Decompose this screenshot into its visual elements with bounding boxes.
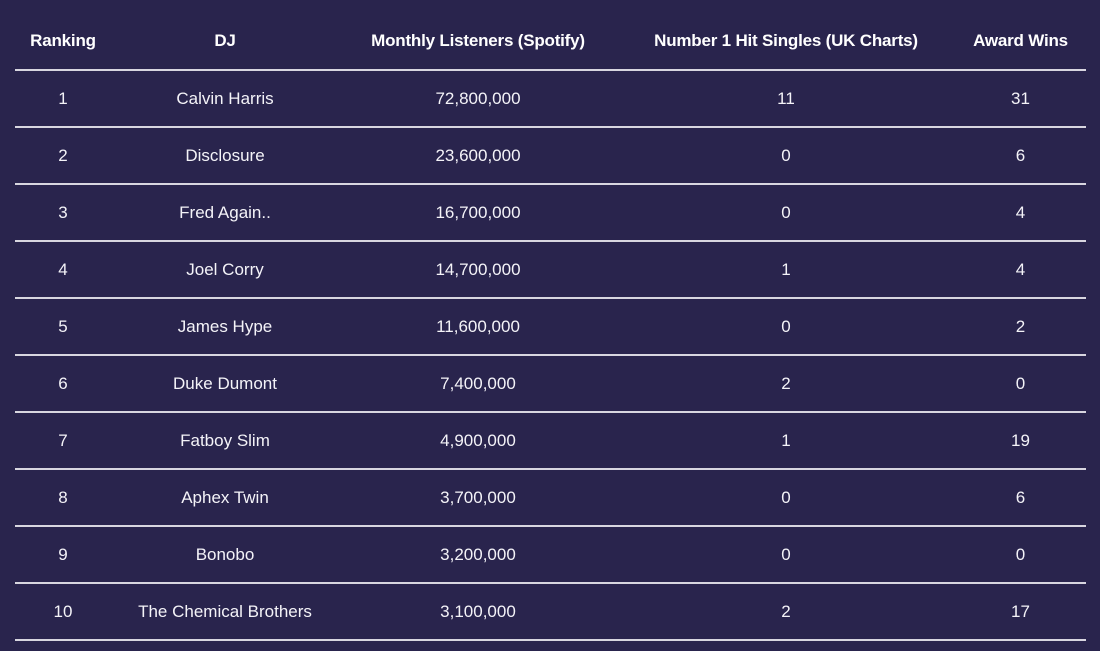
cell-number-1-hits: 0 [617,298,955,356]
cell-monthly-listeners: 14,700,000 [339,241,617,299]
header-monthly-listeners: Monthly Listeners (Spotify) [339,13,617,71]
cell-monthly-listeners: 72,800,000 [339,70,617,128]
cell-ranking: 1 [15,70,111,128]
cell-dj: Calvin Harris [111,70,339,128]
cell-dj: Aphex Twin [111,469,339,527]
dj-ranking-table-container: Ranking DJ Monthly Listeners (Spotify) N… [15,13,1086,641]
cell-award-wins: 19 [955,412,1086,470]
header-row: Ranking DJ Monthly Listeners (Spotify) N… [15,13,1086,71]
table-row: 5 James Hype 11,600,000 0 2 [15,298,1086,356]
cell-dj: Fred Again.. [111,184,339,242]
header-ranking: Ranking [15,13,111,71]
cell-award-wins: 31 [955,70,1086,128]
cell-dj: Bonobo [111,526,339,584]
cell-award-wins: 0 [955,526,1086,584]
cell-dj: Disclosure [111,127,339,185]
cell-number-1-hits: 0 [617,184,955,242]
header-number-1-hits: Number 1 Hit Singles (UK Charts) [617,13,955,71]
cell-dj: James Hype [111,298,339,356]
cell-monthly-listeners: 7,400,000 [339,355,617,413]
table-header: Ranking DJ Monthly Listeners (Spotify) N… [15,13,1086,71]
cell-award-wins: 17 [955,583,1086,641]
cell-number-1-hits: 2 [617,583,955,641]
header-dj: DJ [111,13,339,71]
cell-ranking: 5 [15,298,111,356]
cell-award-wins: 4 [955,184,1086,242]
table-row: 10 The Chemical Brothers 3,100,000 2 17 [15,583,1086,641]
cell-ranking: 7 [15,412,111,470]
cell-award-wins: 4 [955,241,1086,299]
cell-ranking: 4 [15,241,111,299]
table-row: 1 Calvin Harris 72,800,000 11 31 [15,70,1086,128]
cell-number-1-hits: 0 [617,526,955,584]
cell-ranking: 8 [15,469,111,527]
cell-dj: Duke Dumont [111,355,339,413]
table-row: 7 Fatboy Slim 4,900,000 1 19 [15,412,1086,470]
cell-award-wins: 2 [955,298,1086,356]
table-row: 8 Aphex Twin 3,700,000 0 6 [15,469,1086,527]
cell-ranking: 9 [15,526,111,584]
cell-monthly-listeners: 23,600,000 [339,127,617,185]
cell-ranking: 2 [15,127,111,185]
cell-ranking: 10 [15,583,111,641]
cell-ranking: 3 [15,184,111,242]
table-row: 2 Disclosure 23,600,000 0 6 [15,127,1086,185]
cell-dj: Fatboy Slim [111,412,339,470]
cell-dj: The Chemical Brothers [111,583,339,641]
table-row: 9 Bonobo 3,200,000 0 0 [15,526,1086,584]
cell-monthly-listeners: 3,700,000 [339,469,617,527]
cell-number-1-hits: 11 [617,70,955,128]
header-award-wins: Award Wins [955,13,1086,71]
cell-monthly-listeners: 16,700,000 [339,184,617,242]
table-row: 6 Duke Dumont 7,400,000 2 0 [15,355,1086,413]
dj-ranking-table: Ranking DJ Monthly Listeners (Spotify) N… [15,13,1086,641]
cell-monthly-listeners: 3,200,000 [339,526,617,584]
cell-number-1-hits: 0 [617,127,955,185]
cell-monthly-listeners: 4,900,000 [339,412,617,470]
cell-award-wins: 0 [955,355,1086,413]
cell-number-1-hits: 1 [617,412,955,470]
cell-monthly-listeners: 11,600,000 [339,298,617,356]
table-body: 1 Calvin Harris 72,800,000 11 31 2 Discl… [15,70,1086,641]
cell-number-1-hits: 1 [617,241,955,299]
cell-ranking: 6 [15,355,111,413]
cell-dj: Joel Corry [111,241,339,299]
table-row: 3 Fred Again.. 16,700,000 0 4 [15,184,1086,242]
cell-award-wins: 6 [955,469,1086,527]
table-row: 4 Joel Corry 14,700,000 1 4 [15,241,1086,299]
cell-award-wins: 6 [955,127,1086,185]
cell-number-1-hits: 0 [617,469,955,527]
cell-monthly-listeners: 3,100,000 [339,583,617,641]
cell-number-1-hits: 2 [617,355,955,413]
